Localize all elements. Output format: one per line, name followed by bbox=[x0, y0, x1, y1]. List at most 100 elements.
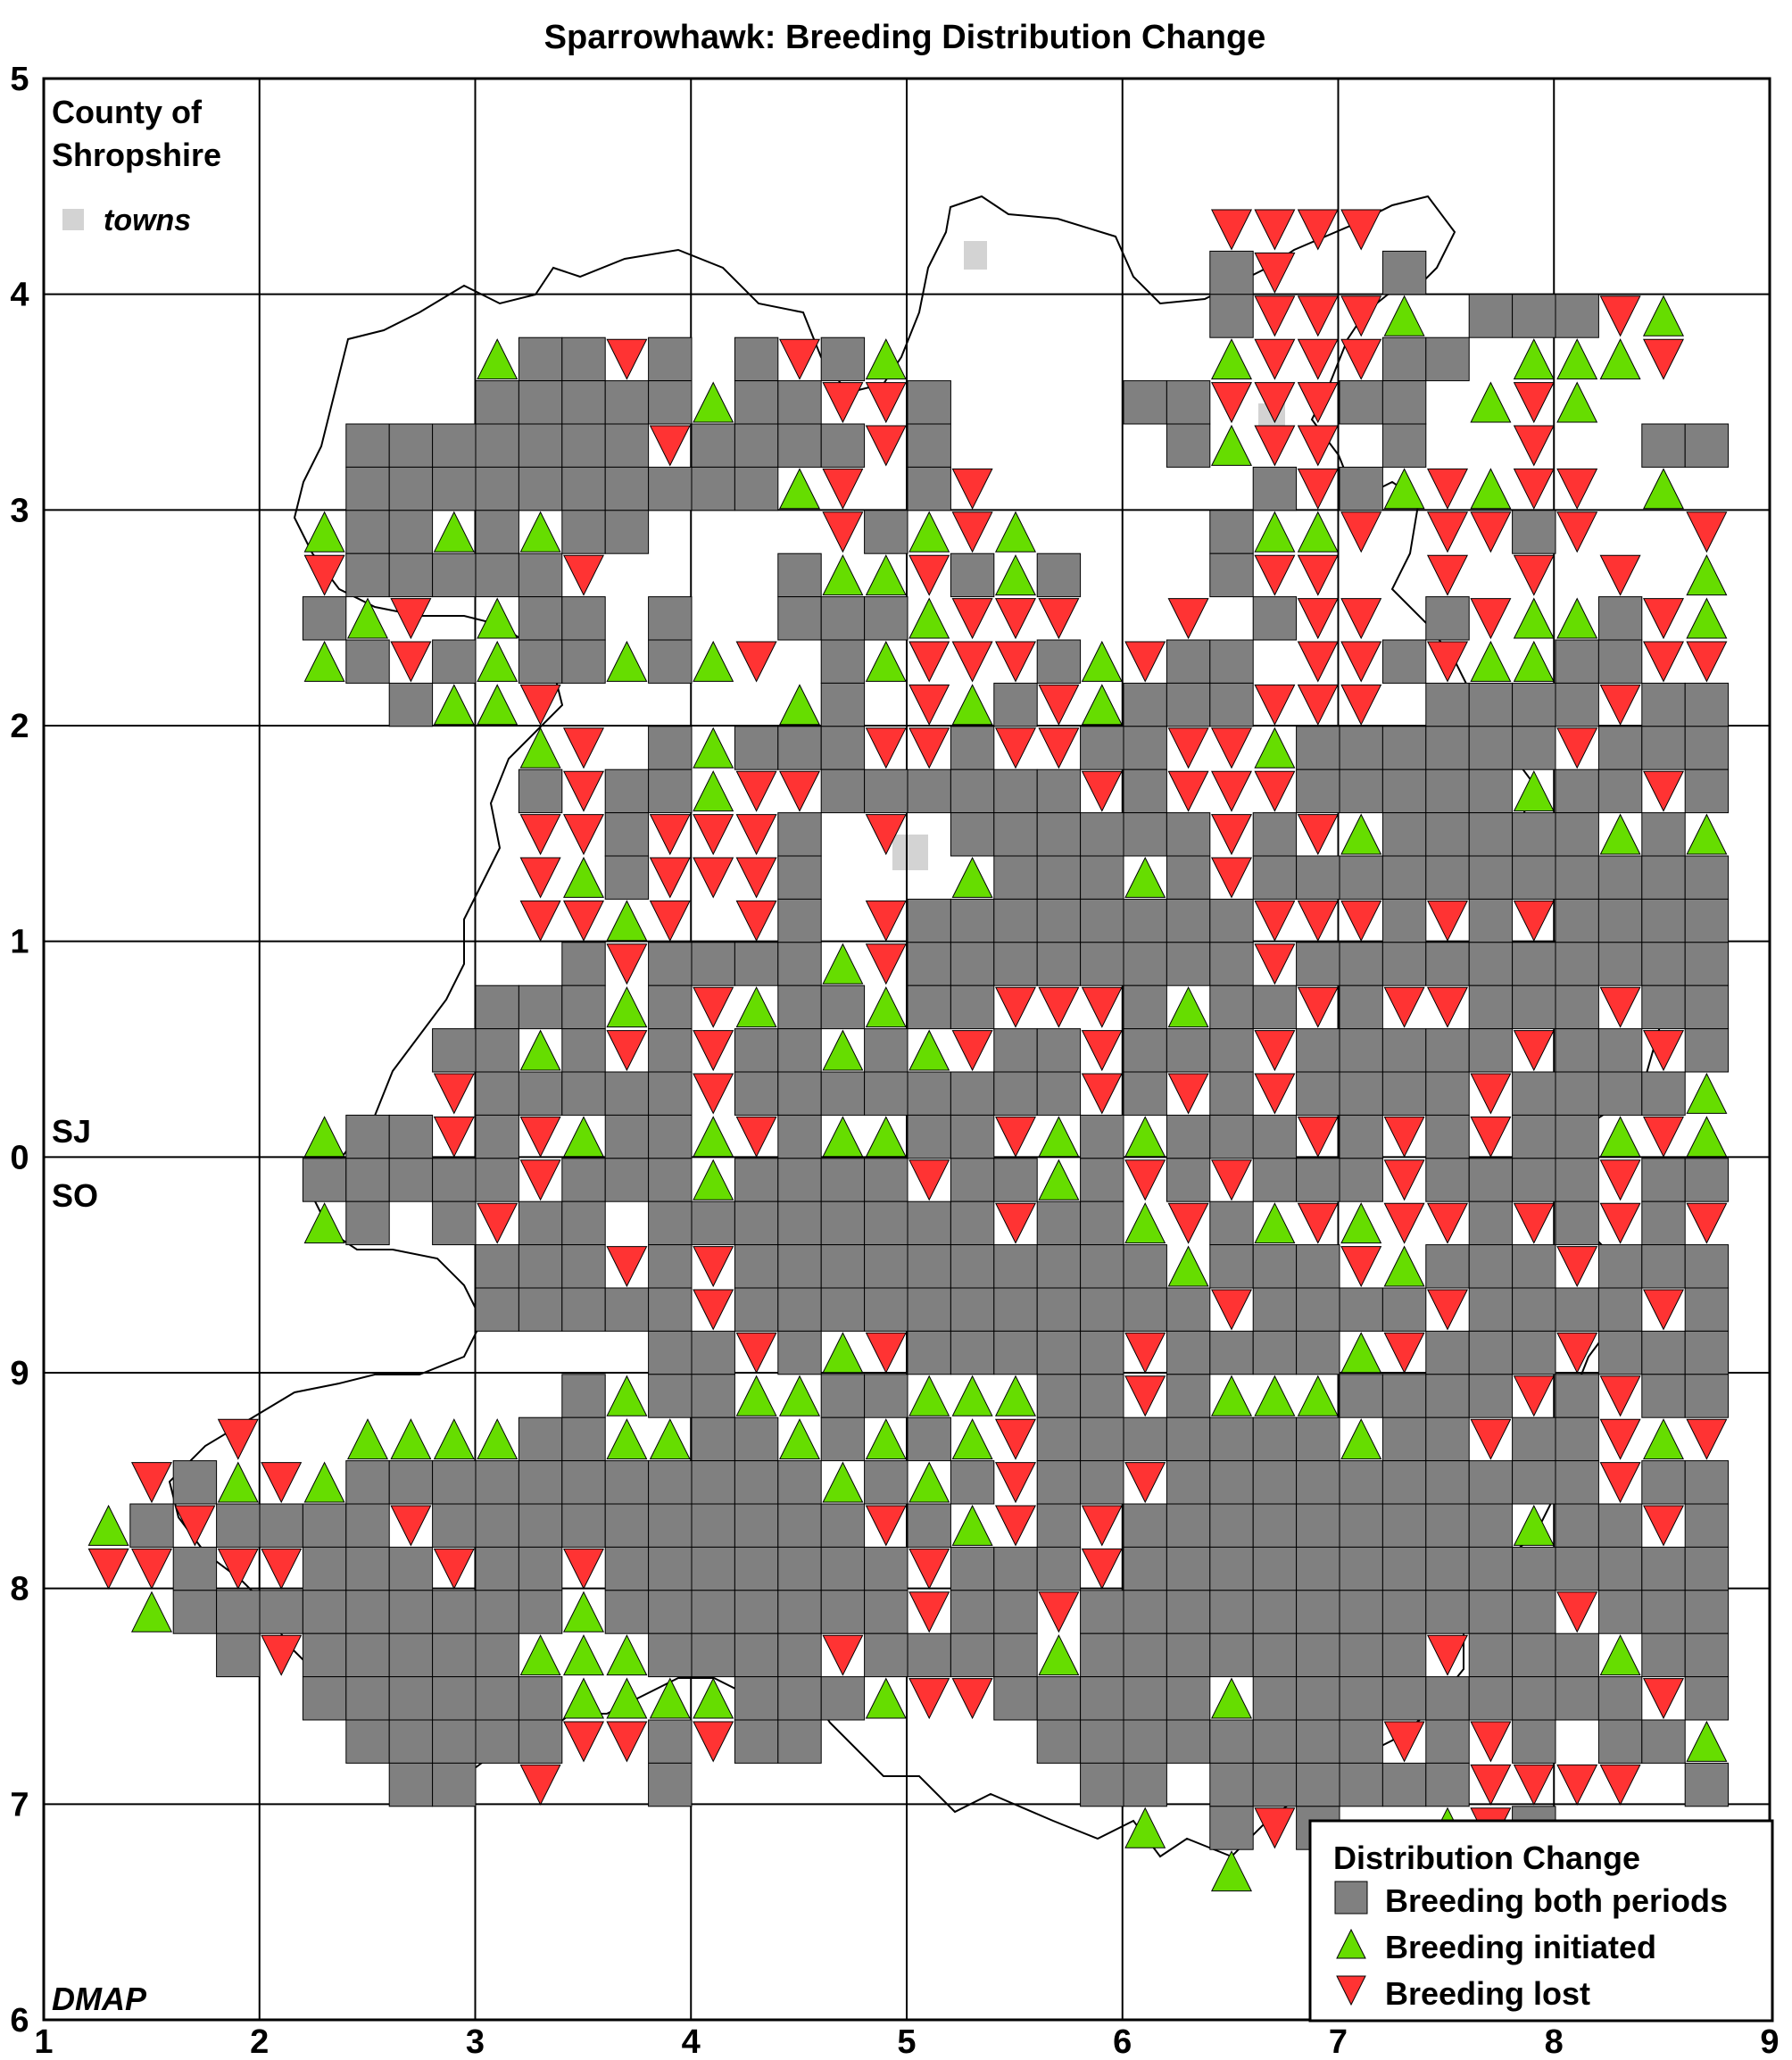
tetrad-both-periods bbox=[1425, 1503, 1470, 1548]
tetrad-lost bbox=[1297, 382, 1339, 424]
tetrad-both-periods bbox=[1252, 1503, 1298, 1548]
tetrad-both-periods bbox=[1166, 855, 1211, 900]
tetrad-both-periods bbox=[950, 1287, 995, 1332]
tetrad-both-periods bbox=[1555, 294, 1599, 338]
tetrad-both-periods bbox=[1381, 1028, 1427, 1073]
tetrad-both-periods bbox=[734, 1460, 779, 1505]
tetrad-lost bbox=[865, 900, 907, 942]
tetrad-both-periods bbox=[734, 726, 779, 770]
tetrad-both-periods bbox=[1468, 726, 1514, 770]
tetrad-both-periods bbox=[648, 726, 693, 770]
tetrad-both-periods bbox=[1123, 1676, 1167, 1721]
tetrad-both-periods bbox=[1684, 1460, 1730, 1505]
tetrad-both-periods bbox=[734, 1676, 779, 1721]
tetrad-lost bbox=[1340, 209, 1382, 251]
tetrad-both-periods bbox=[388, 466, 434, 511]
tetrad-both-periods bbox=[604, 1460, 650, 1505]
tetrad-both-periods bbox=[1166, 942, 1211, 986]
legend-square-icon bbox=[1334, 1881, 1368, 1915]
tetrad-lost bbox=[303, 554, 345, 596]
tetrad-lost bbox=[1254, 338, 1296, 380]
tetrad-both-periods bbox=[216, 1632, 261, 1678]
tetrad-initiated bbox=[606, 640, 648, 682]
tetrad-both-periods bbox=[1555, 1416, 1599, 1462]
tetrad-both-periods bbox=[1555, 1200, 1599, 1246]
tetrad-lost bbox=[1297, 554, 1339, 596]
tetrad-initiated bbox=[303, 511, 345, 552]
tetrad-both-periods bbox=[1555, 1158, 1599, 1202]
tetrad-both-periods bbox=[1339, 1287, 1383, 1332]
tetrad-initiated bbox=[346, 597, 389, 639]
tetrad-lost bbox=[994, 598, 1037, 640]
tetrad-both-periods bbox=[1166, 1590, 1211, 1634]
tetrad-both-periods bbox=[1339, 1028, 1383, 1073]
tetrad-both-periods bbox=[561, 596, 606, 641]
tetrad-both-periods bbox=[1381, 250, 1427, 295]
tetrad-both-periods bbox=[1252, 1244, 1298, 1289]
tetrad-both-periods bbox=[1209, 1503, 1254, 1548]
tetrad-initiated bbox=[433, 684, 475, 726]
tetrad-lost bbox=[1642, 1289, 1685, 1331]
tetrad-lost bbox=[1210, 770, 1253, 812]
tetrad-both-periods bbox=[1296, 1762, 1340, 1807]
tetrad-initiated bbox=[693, 640, 734, 682]
tetrad-initiated bbox=[606, 1677, 648, 1719]
tetrad-lost bbox=[649, 857, 691, 899]
tetrad-both-periods bbox=[432, 1762, 477, 1807]
tetrad-both-periods bbox=[648, 336, 693, 382]
tetrad-both-periods bbox=[864, 1071, 908, 1116]
tetrad-both-periods bbox=[777, 596, 822, 641]
tetrad-both-periods bbox=[1425, 812, 1470, 857]
tetrad-both-periods bbox=[475, 1503, 519, 1548]
tetrad-both-periods bbox=[1425, 1330, 1470, 1375]
tetrad-lost bbox=[1124, 1375, 1166, 1417]
tetrad-both-periods bbox=[1684, 1287, 1730, 1332]
tetrad-lost bbox=[261, 1634, 303, 1676]
tetrad-both-periods bbox=[1296, 1590, 1340, 1634]
tetrad-both-periods bbox=[388, 1158, 434, 1202]
tetrad-both-periods bbox=[388, 1762, 434, 1807]
tetrad-both-periods bbox=[1468, 1676, 1514, 1721]
tetrad-lost bbox=[1167, 1073, 1209, 1115]
tetrad-both-periods bbox=[518, 552, 563, 598]
legend-box bbox=[1308, 1819, 1774, 2023]
x-tick-label: 4 bbox=[682, 2023, 701, 2060]
tetrad-lost bbox=[606, 1246, 648, 1288]
tetrad-both-periods bbox=[1166, 1416, 1211, 1462]
tetrad-both-periods bbox=[1296, 942, 1340, 986]
tetrad-both-periods bbox=[604, 510, 650, 554]
tetrad-both-periods bbox=[993, 1071, 1038, 1116]
tetrad-both-periods bbox=[1123, 682, 1167, 727]
tetrad-both-periods bbox=[475, 423, 519, 468]
tetrad-lost bbox=[1513, 468, 1555, 510]
tetrad-lost bbox=[908, 1159, 950, 1201]
tetrad-initiated bbox=[822, 1116, 864, 1158]
tetrad-lost bbox=[1383, 1202, 1425, 1244]
tetrad-lost bbox=[908, 727, 950, 769]
tetrad-lost bbox=[693, 1030, 734, 1072]
tetrad-initiated bbox=[477, 1418, 519, 1460]
tetrad-lost bbox=[1081, 1073, 1123, 1115]
tetrad-both-periods bbox=[1252, 1632, 1298, 1678]
tetrad-lost bbox=[1426, 1289, 1469, 1331]
tetrad-lost bbox=[1254, 1807, 1296, 1849]
tetrad-both-periods bbox=[1036, 942, 1082, 986]
tetrad-both-periods bbox=[950, 812, 995, 857]
tetrad-both-periods bbox=[1512, 1719, 1556, 1764]
town-shape bbox=[892, 835, 928, 870]
tetrad-both-periods bbox=[1339, 1590, 1383, 1634]
tetrad-both-periods bbox=[475, 380, 519, 425]
tetrad-initiated bbox=[1210, 1677, 1253, 1719]
tetrad-both-periods bbox=[1339, 855, 1383, 900]
tetrad-initiated bbox=[1254, 1375, 1296, 1416]
tetrad-lost bbox=[735, 900, 777, 942]
tetrad-both-periods bbox=[1468, 1244, 1514, 1289]
tetrad-both-periods bbox=[907, 1287, 951, 1332]
tetrad-both-periods bbox=[1597, 855, 1643, 900]
tetrad-both-periods bbox=[1425, 726, 1470, 770]
tetrad-lost bbox=[735, 814, 777, 856]
tetrad-both-periods bbox=[1036, 855, 1082, 900]
tetrad-lost bbox=[1210, 1289, 1253, 1331]
tetrad-initiated bbox=[1081, 640, 1123, 682]
tetrad-initiated bbox=[951, 1504, 993, 1546]
